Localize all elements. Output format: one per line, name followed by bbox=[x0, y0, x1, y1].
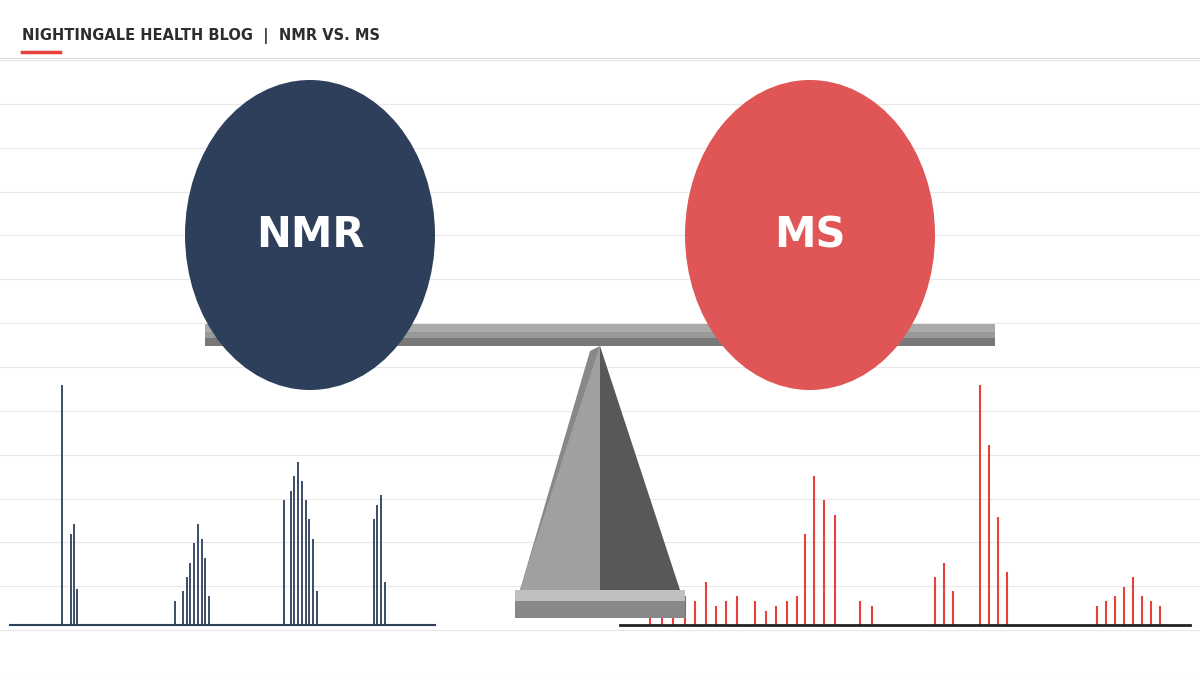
Polygon shape bbox=[520, 346, 600, 590]
Text: NMR: NMR bbox=[256, 214, 365, 256]
Bar bbox=[205, 324, 995, 332]
Bar bbox=[515, 590, 685, 618]
Text: NIGHTINGALE HEALTH BLOG  |  NMR VS. MS: NIGHTINGALE HEALTH BLOG | NMR VS. MS bbox=[22, 28, 380, 44]
Polygon shape bbox=[520, 346, 680, 590]
Text: MS: MS bbox=[774, 214, 846, 256]
Bar bbox=[205, 324, 995, 346]
Bar bbox=[515, 590, 685, 601]
Ellipse shape bbox=[185, 80, 436, 390]
Polygon shape bbox=[520, 346, 600, 590]
Bar bbox=[205, 332, 995, 338]
Polygon shape bbox=[520, 346, 600, 590]
Ellipse shape bbox=[685, 80, 935, 390]
